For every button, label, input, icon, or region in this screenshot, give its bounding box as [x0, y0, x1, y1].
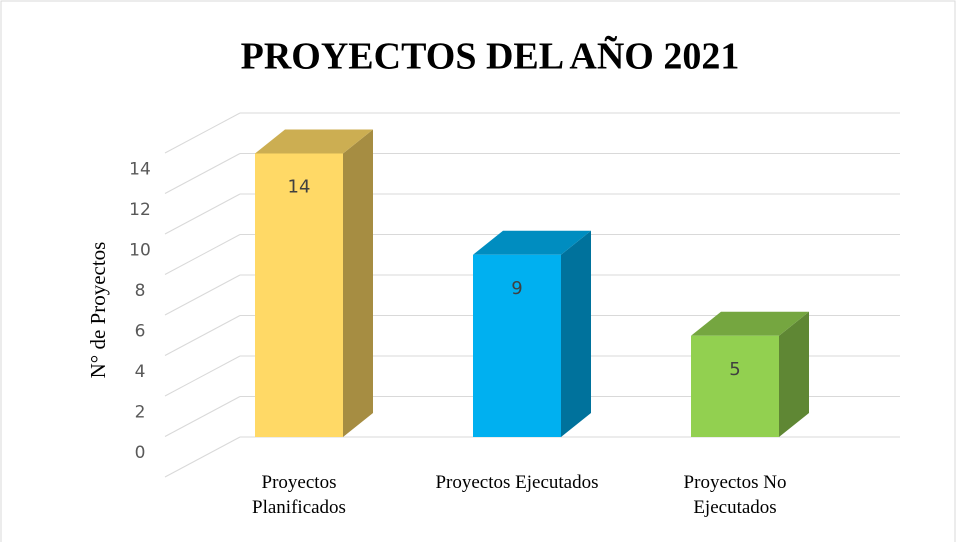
bar-top [691, 311, 809, 336]
x-tick-label: Proyectos Ejecutados [435, 472, 599, 493]
bar-side [779, 311, 809, 437]
bar [691, 335, 779, 437]
bar-top [473, 230, 591, 255]
y-tick-label: 0 [135, 443, 146, 463]
x-tick-label: Proyectos Planificados [252, 472, 346, 518]
y-tick-label: 14 [129, 160, 151, 180]
bar [473, 254, 561, 437]
grid-line [164, 193, 241, 235]
grid-line [164, 315, 241, 356]
bar-side [561, 230, 591, 437]
x-tick-label: Proyectos No Ejecutados [683, 472, 787, 518]
value-label: 5 [729, 359, 740, 380]
chart-title: PROYECTOS DEL AÑO 2021 [241, 36, 740, 78]
bar [255, 153, 343, 437]
y-tick-label: 12 [129, 200, 151, 220]
grid-line [164, 234, 241, 275]
bar-top [255, 129, 373, 154]
y-tick-label: 8 [135, 281, 146, 301]
y-tick-label: 4 [135, 362, 146, 382]
y-tick-label: 6 [135, 322, 146, 342]
y-tick-label: 10 [129, 241, 151, 261]
value-label: 14 [288, 177, 311, 198]
value-label: 9 [511, 278, 522, 299]
grid-line [164, 153, 241, 194]
grid-line [164, 274, 241, 316]
grid-line [164, 436, 241, 478]
wall-top [164, 112, 241, 154]
grid-line [164, 396, 241, 437]
y-axis-title: N° de Proyectos [86, 242, 110, 379]
bar-side [343, 129, 373, 437]
grid-line [164, 355, 241, 397]
y-tick-label: 2 [135, 403, 146, 423]
